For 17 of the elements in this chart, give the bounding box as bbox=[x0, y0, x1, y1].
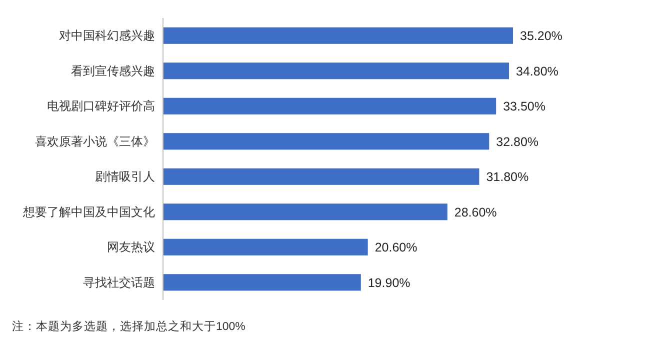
value-label: 33.50% bbox=[503, 100, 546, 114]
value-label: 34.80% bbox=[516, 64, 558, 78]
annotation: 注：本题为多选题，选择加总之和大于100% bbox=[12, 321, 246, 333]
value-label: 32.80% bbox=[496, 134, 539, 149]
category-label: 对中国科幻感兴趣 bbox=[59, 28, 155, 43]
category-label: 喜欢原著小说《三体》 bbox=[35, 134, 155, 148]
value-label: 28.60% bbox=[454, 205, 497, 220]
category-label: 剧情吸引人 bbox=[95, 170, 155, 184]
category-label: 电视剧口碑好评价高 bbox=[47, 99, 155, 114]
category-label: 看到宣传感兴趣 bbox=[71, 64, 155, 78]
category-label: 网友热议 bbox=[107, 240, 155, 254]
value-label: 31.80% bbox=[486, 170, 529, 184]
category-label: 寻找社交话题 bbox=[83, 275, 155, 290]
value-label: 35.20% bbox=[520, 29, 562, 44]
category-label: 想要了解中国及中国文化 bbox=[23, 204, 155, 219]
value-label: 20.60% bbox=[374, 240, 418, 255]
value-label: 19.90% bbox=[368, 276, 410, 290]
